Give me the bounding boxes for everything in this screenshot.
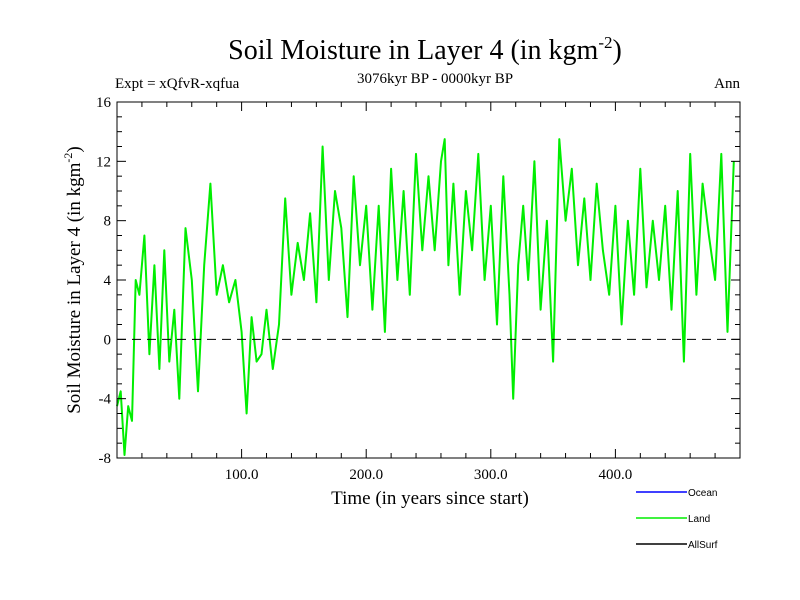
x-axis-label: Time (in years since start)	[331, 488, 529, 509]
legend-label-ocean: Ocean	[688, 488, 717, 499]
y-tick-label: 0	[104, 332, 112, 348]
x-tick-label: 100.0	[225, 467, 259, 483]
x-tick-label: 300.0	[474, 467, 508, 483]
series-line-land	[116, 138, 735, 456]
x-tick-label: 200.0	[349, 467, 383, 483]
y-tick-label: 8	[104, 214, 112, 230]
legend-label-land: Land	[688, 514, 710, 525]
y-tick-label: 16	[96, 95, 112, 111]
experiment-label: Expt = xQfvR-xqfua	[115, 76, 240, 92]
legend-label-allsurf: AllSurf	[688, 540, 718, 551]
y-tick-label: -4	[99, 392, 112, 408]
plot-area: 100.0 200.0 300.0 400.0 -8 -4 0 4 8 12 16	[96, 95, 741, 483]
y-axis-label: Soil Moisture in Layer 4 (in kgm-2)	[61, 146, 85, 414]
chart-subtitle: 3076kyr BP - 0000kyr BP	[357, 71, 513, 87]
x-tick-label: 400.0	[599, 467, 633, 483]
chart-title: Soil Moisture in Layer 4 (in kgm-2)	[228, 33, 622, 66]
y-tick-label: 12	[96, 154, 111, 170]
y-tick-label: -8	[99, 451, 112, 467]
season-label: Ann	[714, 76, 740, 92]
y-tick-label: 4	[104, 273, 112, 289]
legend: Ocean Land AllSurf	[636, 488, 718, 551]
